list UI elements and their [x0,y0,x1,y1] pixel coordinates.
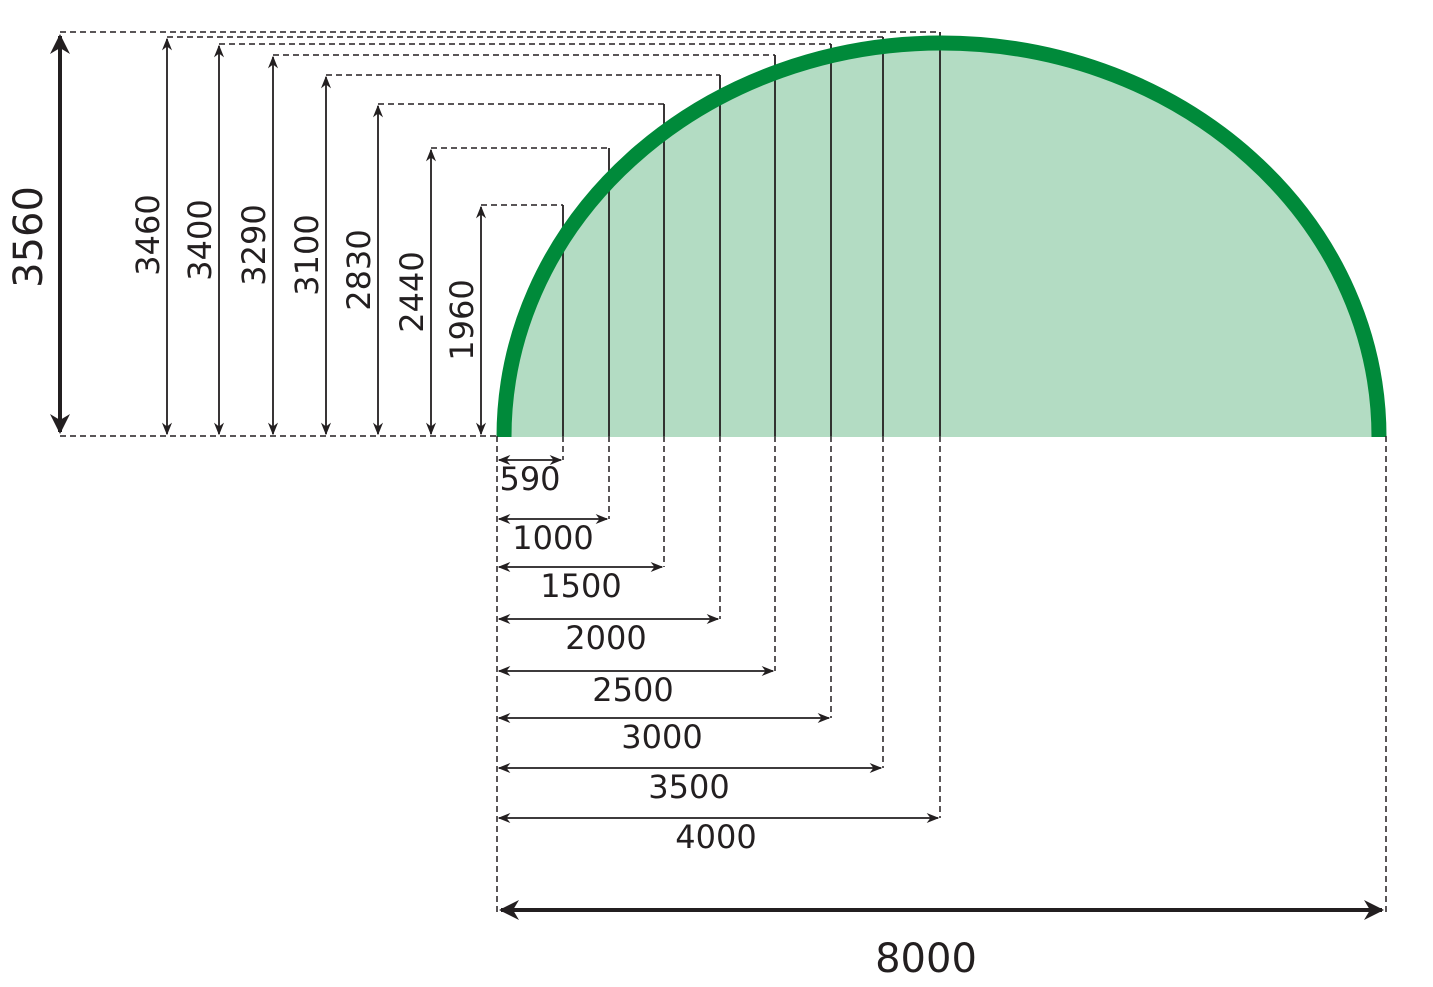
offset-label-3500: 3500 [648,768,729,806]
height-label-3400: 3400 [181,199,219,280]
height-label-3100: 3100 [288,214,326,295]
offset-label-2500: 2500 [592,671,673,709]
height-label-2830: 2830 [340,229,378,310]
total-height-label: 3560 [6,186,52,288]
offset-label-4000: 4000 [675,818,756,856]
height-label-1960: 1960 [443,279,481,360]
height-label-3460: 3460 [129,194,167,275]
arch-outline [496,35,1387,438]
offset-label-590: 590 [499,460,560,498]
height-label-3290: 3290 [235,204,273,285]
arch-fill [504,43,1379,437]
total-width-label: 8000 [875,936,977,982]
height-label-2440: 2440 [393,251,431,332]
offset-label-1500: 1500 [540,567,621,605]
offset-label-2000: 2000 [565,619,646,657]
offset-label-3000: 3000 [621,718,702,756]
offset-label-1000: 1000 [512,519,593,557]
